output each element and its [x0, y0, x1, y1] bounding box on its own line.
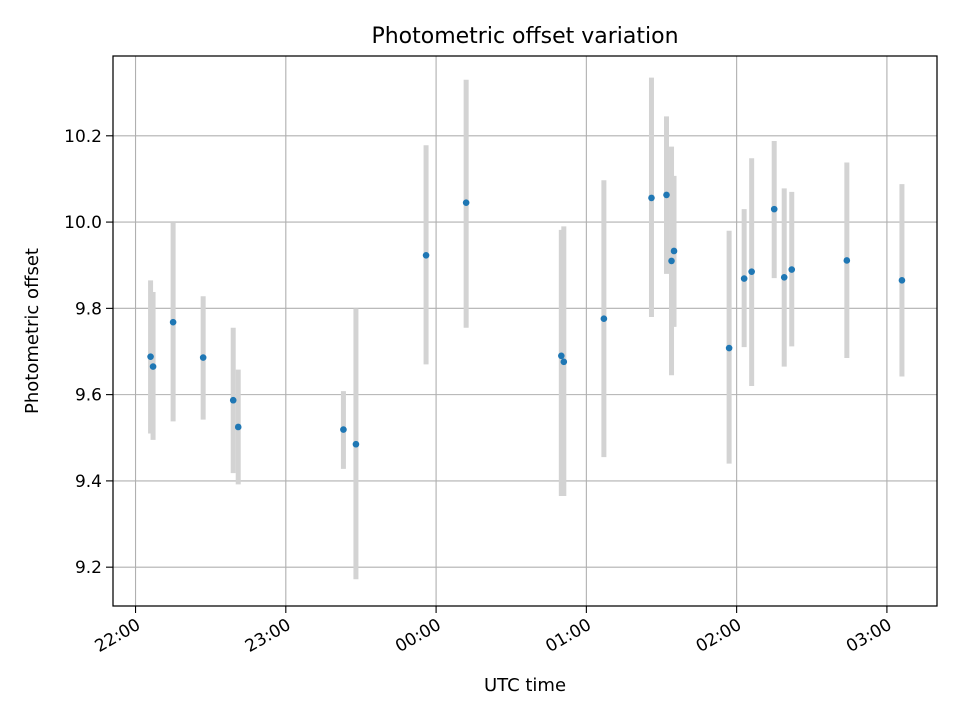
data-points — [147, 191, 906, 448]
y-tick-label: 9.8 — [75, 299, 102, 319]
data-point — [147, 353, 154, 360]
data-point — [462, 199, 470, 206]
data-point — [843, 257, 851, 264]
data-point — [169, 318, 177, 326]
data-point — [558, 352, 565, 360]
data-point — [748, 268, 755, 275]
y-tick-label: 9.4 — [75, 472, 102, 492]
data-point — [770, 205, 778, 213]
data-point — [668, 257, 675, 265]
plot-frame — [112, 55, 938, 607]
y-tick-label: 10.0 — [64, 213, 102, 233]
data-point — [740, 275, 748, 282]
data-point — [670, 247, 678, 255]
data-point — [199, 354, 207, 361]
y-tick-label: 9.2 — [75, 558, 102, 578]
y-tick-label: 10.2 — [64, 127, 102, 147]
data-point — [663, 191, 670, 199]
data-point — [340, 426, 347, 433]
y-axis-label: Photometric offset — [22, 248, 43, 414]
chart-title: Photometric offset variation — [371, 24, 678, 49]
data-point — [352, 440, 360, 448]
data-point — [229, 396, 237, 404]
data-point — [560, 358, 568, 366]
data-point — [898, 277, 906, 284]
data-point — [648, 194, 655, 202]
grid — [113, 56, 937, 606]
data-point — [600, 315, 608, 323]
data-point — [788, 266, 796, 273]
data-point — [234, 423, 242, 431]
data-point — [780, 273, 788, 281]
data-point — [149, 363, 157, 370]
data-point — [725, 344, 733, 352]
y-tick-label: 9.6 — [75, 386, 102, 406]
data-point — [422, 251, 430, 259]
x-axis-label: UTC time — [484, 675, 566, 696]
